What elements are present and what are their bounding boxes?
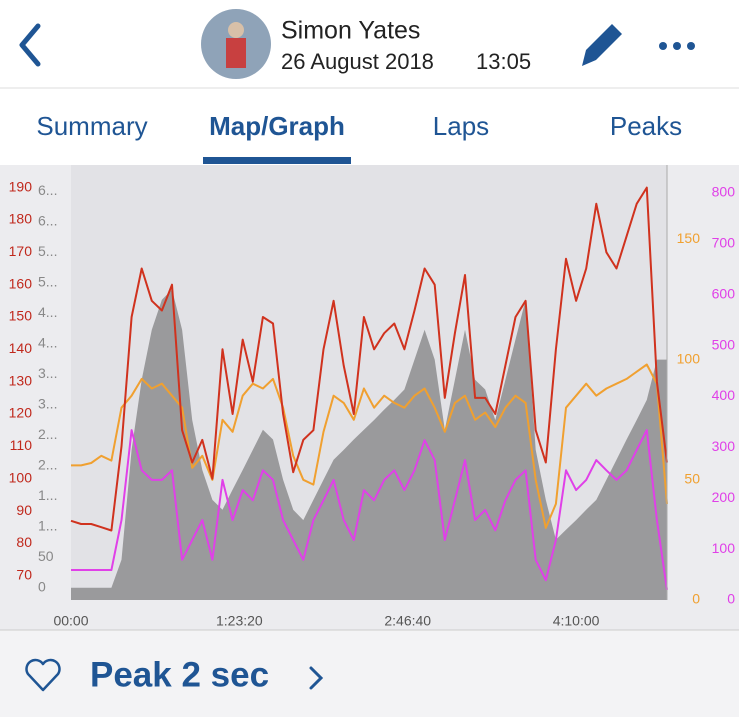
tab-indicator	[203, 157, 351, 164]
y-tick-label: 140	[9, 340, 33, 356]
y-tick-label: 1...	[38, 517, 57, 533]
x-tick-label: 00:00	[53, 613, 88, 629]
y-tick-label: 800	[712, 184, 736, 200]
series-line	[71, 363, 668, 529]
athlete-name: Simon Yates	[281, 17, 420, 45]
y-tick-label: 100	[677, 350, 701, 366]
y-tick-label: 190	[9, 178, 33, 194]
more-button[interactable]	[659, 42, 695, 50]
y-tick-label: 130	[9, 372, 33, 388]
y-tick-label: 4...	[38, 334, 57, 350]
back-button[interactable]	[19, 23, 41, 67]
chart: 70 80 90 100 110 120 130 140 150 160 170 180 190 0 50 1…	[9, 178, 736, 628]
elevation-area	[71, 289, 667, 600]
y-tick-label: 170	[9, 243, 33, 259]
y-tick-label: 0	[38, 579, 46, 595]
y-tick-label: 700	[712, 235, 736, 251]
activity-time: 13:05	[476, 49, 531, 74]
y-tick-label: 150	[677, 230, 701, 246]
series-line	[71, 429, 668, 590]
y-tick-label: 50	[684, 471, 700, 487]
header-bg	[0, 0, 739, 88]
y-tick-label: 6...	[38, 212, 57, 228]
series-line	[70, 186, 668, 532]
y-tick-label: 3...	[38, 365, 57, 381]
avatar-detail	[226, 38, 246, 68]
y-tick-label: 80	[16, 534, 32, 550]
y-tick-label: 300	[712, 438, 736, 454]
dot	[687, 42, 695, 50]
activity-date: 26 August 2018	[281, 49, 434, 74]
y-tick-label: 6...	[38, 182, 57, 198]
tab-active[interactable]: Map/Graph	[209, 111, 345, 141]
dot	[659, 42, 667, 50]
y-tick-label: 0	[727, 591, 735, 607]
x-tick-label: 1:23:20	[216, 613, 263, 629]
chevron[interactable]	[309, 666, 324, 690]
x-tick-label: 2:46:40	[384, 613, 431, 629]
tab[interactable]: Summary	[36, 111, 147, 141]
y-tick-label: 2...	[38, 426, 57, 442]
y-tick-label: 4...	[38, 304, 57, 320]
y-tick-label: 500	[712, 336, 736, 352]
footer-bg	[0, 630, 739, 717]
edit-button[interactable]	[582, 24, 622, 66]
tab[interactable]: Peaks	[610, 111, 682, 141]
y-tick-label: 70	[16, 566, 32, 582]
avatar-detail	[228, 22, 244, 38]
y-tick-label: 0	[692, 591, 700, 607]
y-tick-label: 400	[712, 387, 736, 403]
y-tick-label: 5...	[38, 273, 57, 289]
y-tick-label: 1...	[38, 487, 57, 503]
y-tick-label: 5...	[38, 243, 57, 259]
y-tick-label: 160	[9, 275, 33, 291]
y-tick-label: 150	[9, 308, 33, 324]
favorite-button[interactable]	[25, 658, 61, 692]
y-tick-label: 100	[712, 540, 736, 556]
dot	[673, 42, 681, 50]
y-tick-label: 200	[712, 489, 736, 505]
x-tick-label: 4:10:00	[553, 613, 600, 629]
y-tick-label: 600	[712, 285, 736, 301]
y-tick-label: 180	[9, 211, 33, 227]
y-tick-label: 2...	[38, 456, 57, 472]
y-tick-label: 50	[38, 548, 54, 564]
y-tick-label: 120	[9, 405, 33, 421]
tab[interactable]: Laps	[433, 111, 489, 141]
peak-label[interactable]: Peak 2 sec	[90, 655, 269, 694]
y-tick-label: 100	[9, 469, 33, 485]
y-tick-label: 90	[16, 502, 32, 518]
y-tick-label: 3...	[38, 395, 57, 411]
y-tick-label: 110	[10, 437, 33, 453]
